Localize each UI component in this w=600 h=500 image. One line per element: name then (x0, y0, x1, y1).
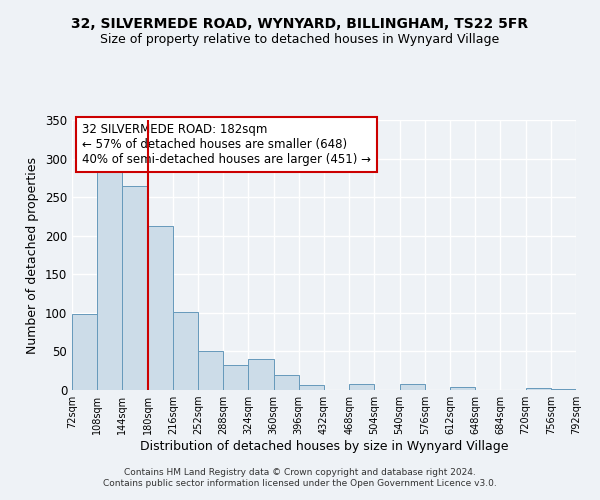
Bar (299, 386, 324, 390)
Bar (223, 366, 248, 390)
Bar (148, 226, 173, 390)
Text: 32, SILVERMEDE ROAD, WYNYARD, BILLINGHAM, TS22 5FR: 32, SILVERMEDE ROAD, WYNYARD, BILLINGHAM… (71, 18, 529, 32)
Text: Size of property relative to detached houses in Wynyard Village: Size of property relative to detached ho… (100, 32, 500, 46)
Text: 32 SILVERMEDE ROAD: 182sqm
← 57% of detached houses are smaller (648)
40% of sem: 32 SILVERMEDE ROAD: 182sqm ← 57% of deta… (82, 122, 371, 166)
X-axis label: Distribution of detached houses by size in Wynyard Village: Distribution of detached houses by size … (140, 440, 508, 453)
Bar (72, 314, 97, 390)
Bar (551, 389, 576, 390)
Text: Contains HM Land Registry data © Crown copyright and database right 2024.
Contai: Contains HM Land Registry data © Crown c… (103, 468, 497, 487)
Bar (198, 352, 223, 390)
Bar (248, 359, 274, 390)
Bar (450, 387, 475, 390)
Y-axis label: Number of detached properties: Number of detached properties (26, 156, 40, 354)
Bar (122, 186, 148, 390)
Bar (97, 168, 122, 390)
Bar (526, 388, 551, 390)
Bar (274, 374, 299, 390)
Bar (349, 384, 374, 390)
Bar (400, 384, 425, 390)
Bar (173, 312, 198, 390)
